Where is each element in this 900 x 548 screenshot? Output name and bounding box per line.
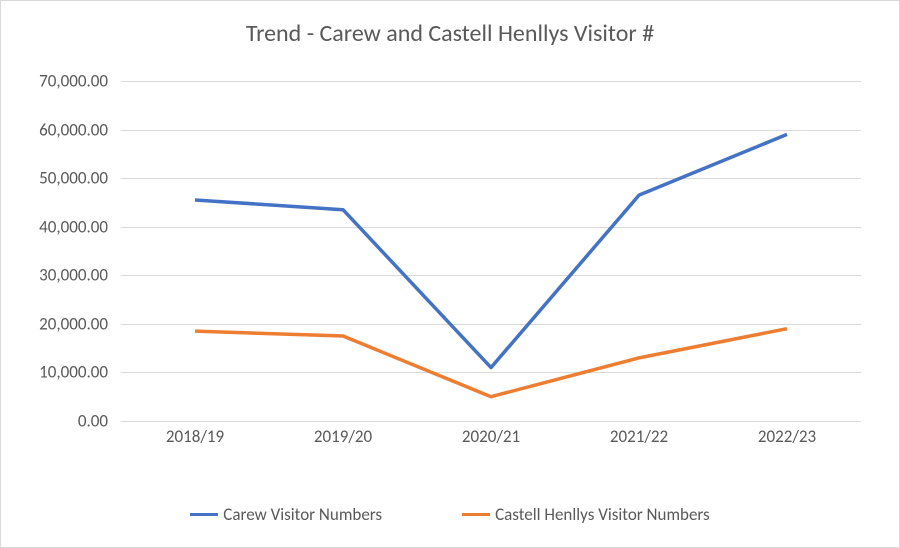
legend-item: Castell Henllys Visitor Numbers — [462, 504, 710, 525]
y-tick-label: 70,000.00 — [8, 71, 108, 92]
legend-label: Castell Henllys Visitor Numbers — [495, 504, 710, 525]
y-tick-label: 10,000.00 — [8, 362, 108, 383]
legend-swatch — [462, 513, 490, 517]
legend-swatch — [190, 513, 218, 517]
y-tick-label: 40,000.00 — [8, 216, 108, 237]
legend-item: Carew Visitor Numbers — [190, 504, 382, 525]
y-tick-label: 60,000.00 — [8, 119, 108, 140]
gridline — [121, 421, 861, 422]
y-tick-label: 20,000.00 — [8, 313, 108, 334]
chart-title: Trend - Carew and Castell Henllys Visito… — [1, 19, 899, 48]
series-line — [195, 329, 787, 397]
legend-label: Carew Visitor Numbers — [223, 504, 382, 525]
x-tick-label: 2018/19 — [166, 426, 224, 447]
x-tick-label: 2021/22 — [610, 426, 668, 447]
x-tick-label: 2019/20 — [314, 426, 372, 447]
y-tick-label: 30,000.00 — [8, 265, 108, 286]
y-axis: 0.0010,000.0020,000.0030,000.0040,000.00… — [1, 81, 116, 421]
y-tick-label: 0.00 — [8, 411, 108, 432]
y-tick-label: 50,000.00 — [8, 168, 108, 189]
x-tick-label: 2022/23 — [758, 426, 816, 447]
legend: Carew Visitor Numbers Castell Henllys Vis… — [1, 504, 899, 525]
chart-svg — [121, 81, 861, 421]
chart-container: Trend - Carew and Castell Henllys Visito… — [0, 0, 900, 548]
x-tick-label: 2020/21 — [462, 426, 520, 447]
x-axis: 2018/19 2019/20 2020/21 2021/22 2022/23 — [121, 426, 861, 456]
plot-area — [121, 81, 861, 421]
